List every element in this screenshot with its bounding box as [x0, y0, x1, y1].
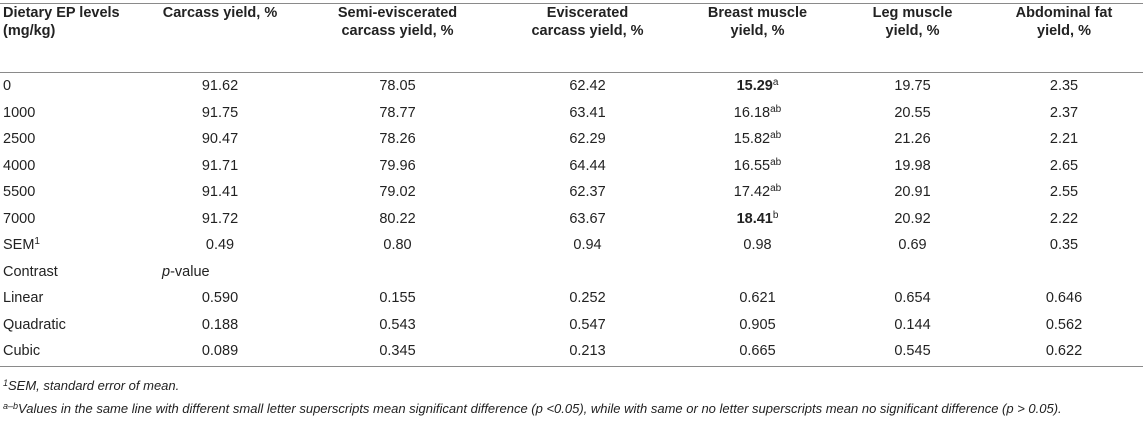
cell-level: 2500 [3, 131, 36, 148]
cell-leg: 0.69 [898, 237, 927, 254]
table-row: Linear 0.590 0.155 0.252 0.621 0.654 0.6… [0, 285, 1143, 312]
table-row: 0 91.62 78.05 62.42 15.29a 19.75 2.35 [0, 73, 1143, 100]
header-dietary-ep-levels: Dietary EP levels (mg/kg) [3, 5, 120, 39]
cell-semi: 78.77 [379, 104, 416, 121]
cell-evisc: 0.547 [569, 316, 606, 333]
cell-breast: 0.665 [739, 343, 776, 360]
footnote-sem: 1SEM, standard error of mean. [3, 378, 180, 393]
cell-evisc: 63.67 [569, 210, 606, 227]
cell-p-value-label: p-value [162, 263, 210, 280]
cell-contrast-name: Cubic [3, 343, 41, 360]
table-row: 7000 91.72 80.22 63.67 18.41b 20.92 2.22 [0, 206, 1143, 233]
cell-leg: 0.144 [894, 316, 931, 333]
sem-row: SEM1 0.49 0.80 0.94 0.98 0.69 0.35 [0, 232, 1143, 259]
cell-carcass: 0.089 [201, 343, 239, 360]
cell-evisc: 62.42 [569, 78, 606, 95]
cell-fat: 2.37 [1049, 104, 1079, 121]
cell-evisc: 0.252 [569, 290, 606, 307]
header-leg-muscle: Leg muscle yield, % [872, 5, 953, 39]
table-row: Cubic 0.089 0.345 0.213 0.665 0.545 0.62… [0, 338, 1143, 365]
carcass-yield-table: Dietary EP levels (mg/kg) Carcass yield, … [0, 4, 1143, 365]
cell-semi: 78.26 [379, 131, 416, 148]
cell-semi: 79.02 [379, 184, 416, 201]
cell-fat: 0.35 [1049, 237, 1079, 254]
cell-evisc: 0.94 [573, 237, 602, 254]
footnote-significance: a–bValues in the same line with differen… [3, 401, 1062, 416]
cell-breast: 18.41b [736, 209, 779, 227]
cell-carcass: 90.47 [201, 131, 239, 148]
cell-fat: 2.22 [1049, 210, 1079, 227]
table-row: 1000 91.75 78.77 63.41 16.18ab 20.55 2.3… [0, 100, 1143, 127]
cell-semi: 78.05 [379, 78, 416, 95]
cell-carcass: 91.72 [201, 210, 239, 227]
cell-leg: 20.92 [894, 210, 931, 227]
cell-fat: 2.55 [1049, 184, 1079, 201]
cell-leg: 19.98 [894, 157, 931, 174]
cell-fat: 0.562 [1045, 316, 1083, 333]
cell-contrast-name: Quadratic [3, 316, 66, 333]
cell-semi: 80.22 [379, 210, 416, 227]
cell-leg: 0.545 [894, 343, 931, 360]
cell-carcass: 91.75 [201, 104, 239, 121]
table-row: Quadratic 0.188 0.543 0.547 0.905 0.144 … [0, 312, 1143, 339]
cell-leg: 20.55 [894, 104, 931, 121]
cell-semi: 0.345 [379, 343, 416, 360]
cell-breast: 0.98 [743, 237, 772, 254]
header-breast-muscle: Breast muscle yield, % [707, 5, 808, 39]
cell-semi: 79.96 [379, 157, 416, 174]
table-row: 5500 91.41 79.02 62.37 17.42ab 20.91 2.5… [0, 179, 1143, 206]
cell-carcass: 0.188 [201, 316, 239, 333]
cell-breast: 0.905 [739, 316, 776, 333]
cell-semi: 0.80 [383, 237, 412, 254]
cell-carcass: 91.71 [201, 157, 239, 174]
top-rule [0, 3, 1143, 4]
cell-level: 1000 [3, 104, 36, 121]
cell-fat: 2.21 [1049, 131, 1079, 148]
cell-evisc: 0.213 [569, 343, 606, 360]
cell-breast: 15.29a [736, 77, 779, 95]
cell-breast: 0.621 [739, 290, 776, 307]
cell-sem-label: SEM1 [3, 236, 40, 254]
cell-semi: 0.543 [379, 316, 416, 333]
cell-semi: 0.155 [379, 290, 416, 307]
bottom-rule [0, 366, 1143, 367]
contrast-row: Contrast p-value [0, 259, 1143, 286]
cell-fat: 0.622 [1045, 343, 1083, 360]
header-rule [0, 72, 1143, 73]
table-header-row: Dietary EP levels (mg/kg) Carcass yield, … [0, 4, 1143, 73]
cell-leg: 19.75 [894, 78, 931, 95]
cell-carcass: 91.62 [201, 78, 239, 95]
table-row: 2500 90.47 78.26 62.29 15.82ab 21.26 2.2… [0, 126, 1143, 153]
cell-evisc: 63.41 [569, 104, 606, 121]
cell-level: 5500 [3, 184, 36, 201]
cell-evisc: 62.37 [569, 184, 606, 201]
header-abdominal-fat: Abdominal fat yield, % [1015, 5, 1113, 39]
cell-carcass: 0.49 [205, 237, 235, 254]
cell-contrast-label: Contrast [3, 263, 58, 280]
cell-breast: 15.82ab [733, 130, 782, 148]
cell-level: 4000 [3, 157, 36, 174]
cell-carcass: 91.41 [201, 184, 239, 201]
cell-evisc: 64.44 [569, 157, 606, 174]
cell-fat: 2.65 [1049, 157, 1079, 174]
cell-level: 7000 [3, 210, 36, 227]
header-carcass-yield: Carcass yield, % [162, 5, 278, 21]
cell-leg: 20.91 [894, 184, 931, 201]
cell-breast: 16.18ab [733, 103, 782, 121]
cell-carcass: 0.590 [201, 290, 239, 307]
cell-level: 0 [3, 78, 12, 95]
cell-fat: 0.646 [1045, 290, 1083, 307]
header-eviscerated: Eviscerated carcass yield, % [531, 5, 644, 39]
table-row: 4000 91.71 79.96 64.44 16.55ab 19.98 2.6… [0, 153, 1143, 180]
cell-leg: 0.654 [894, 290, 931, 307]
cell-breast: 16.55ab [733, 156, 782, 174]
cell-fat: 2.35 [1049, 78, 1079, 95]
cell-leg: 21.26 [894, 131, 931, 148]
cell-evisc: 62.29 [569, 131, 606, 148]
cell-contrast-name: Linear [3, 290, 44, 307]
cell-breast: 17.42ab [733, 183, 782, 201]
header-semi-eviscerated: Semi-eviscerated carcass yield, % [337, 5, 458, 39]
